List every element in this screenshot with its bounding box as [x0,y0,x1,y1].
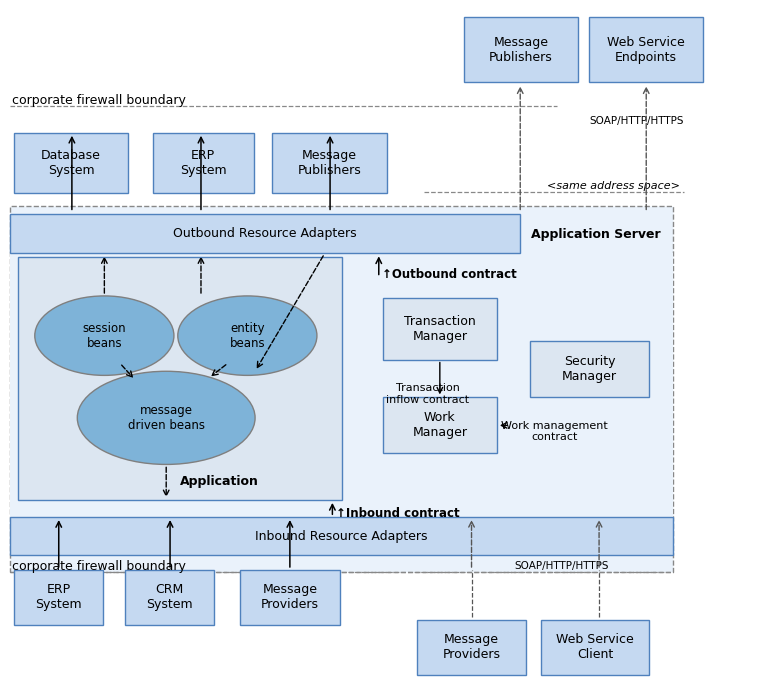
Ellipse shape [35,296,174,375]
Text: Web Service
Client: Web Service Client [557,634,634,661]
Text: CRM
System: CRM System [146,584,193,611]
Text: corporate firewall boundary: corporate firewall boundary [12,95,186,107]
Text: Web Service
Endpoints: Web Service Endpoints [608,36,685,64]
Text: Application Server: Application Server [531,228,661,240]
Text: ↑Outbound contract: ↑Outbound contract [382,268,516,280]
Ellipse shape [178,296,317,375]
Text: message
driven beans: message driven beans [128,404,205,432]
Text: Application: Application [179,475,258,488]
Bar [464,17,578,82]
Text: <same address space>: <same address space> [547,182,680,191]
Bar [10,206,673,572]
Text: ERP
System: ERP System [180,149,226,177]
Bar [14,570,103,625]
Bar [383,397,497,453]
Text: Transaction
inflow contract: Transaction inflow contract [386,383,470,405]
Bar [541,620,649,675]
Bar [18,257,342,500]
Text: Security
Manager: Security Manager [562,356,617,383]
Text: Outbound Resource Adapters: Outbound Resource Adapters [173,227,357,240]
Text: Message
Publishers: Message Publishers [298,149,361,177]
Bar [153,133,254,193]
Bar [530,341,649,397]
Text: entity
beans: entity beans [230,322,265,349]
Bar [10,214,520,253]
Ellipse shape [77,371,255,464]
Bar [14,133,128,193]
Bar [417,620,526,675]
Text: corporate firewall boundary: corporate firewall boundary [12,560,186,573]
Bar [589,17,703,82]
Text: Work management
contract: Work management contract [501,421,608,443]
Text: Database
System: Database System [41,149,101,177]
Text: ERP
System: ERP System [35,584,82,611]
Text: SOAP/HTTP/HTTPS: SOAP/HTTP/HTTPS [589,116,683,126]
Text: Work
Manager: Work Manager [412,412,468,439]
Text: SOAP/HTTP/HTTPS: SOAP/HTTP/HTTPS [514,562,608,571]
Text: Inbound Resource Adapters: Inbound Resource Adapters [255,530,427,543]
Bar [10,517,673,555]
Text: Message
Providers: Message Providers [261,584,319,611]
Text: Message
Publishers: Message Publishers [489,36,553,64]
Text: Transaction
Manager: Transaction Manager [404,315,475,342]
Text: ↑Inbound contract: ↑Inbound contract [336,508,460,520]
Bar [383,298,497,360]
Bar [272,133,386,193]
Bar [10,253,673,517]
Text: Message
Providers: Message Providers [442,634,501,661]
Bar [240,570,340,625]
Text: session
beans: session beans [83,322,126,349]
Bar [125,570,214,625]
